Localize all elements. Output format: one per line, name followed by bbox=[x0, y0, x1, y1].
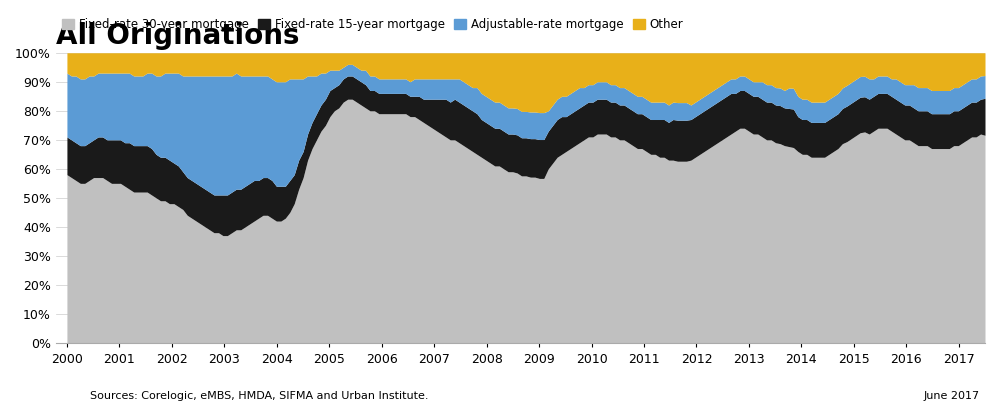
Text: Sources: Corelogic, eMBS, HMDA, SIFMA and Urban Institute.: Sources: Corelogic, eMBS, HMDA, SIFMA an… bbox=[90, 391, 428, 401]
Text: June 2017: June 2017 bbox=[924, 391, 980, 401]
Text: All Originations: All Originations bbox=[56, 22, 300, 51]
Legend: Fixed-rate 30-year mortgage, Fixed-rate 15-year mortgage, Adjustable-rate mortga: Fixed-rate 30-year mortgage, Fixed-rate … bbox=[62, 18, 683, 31]
